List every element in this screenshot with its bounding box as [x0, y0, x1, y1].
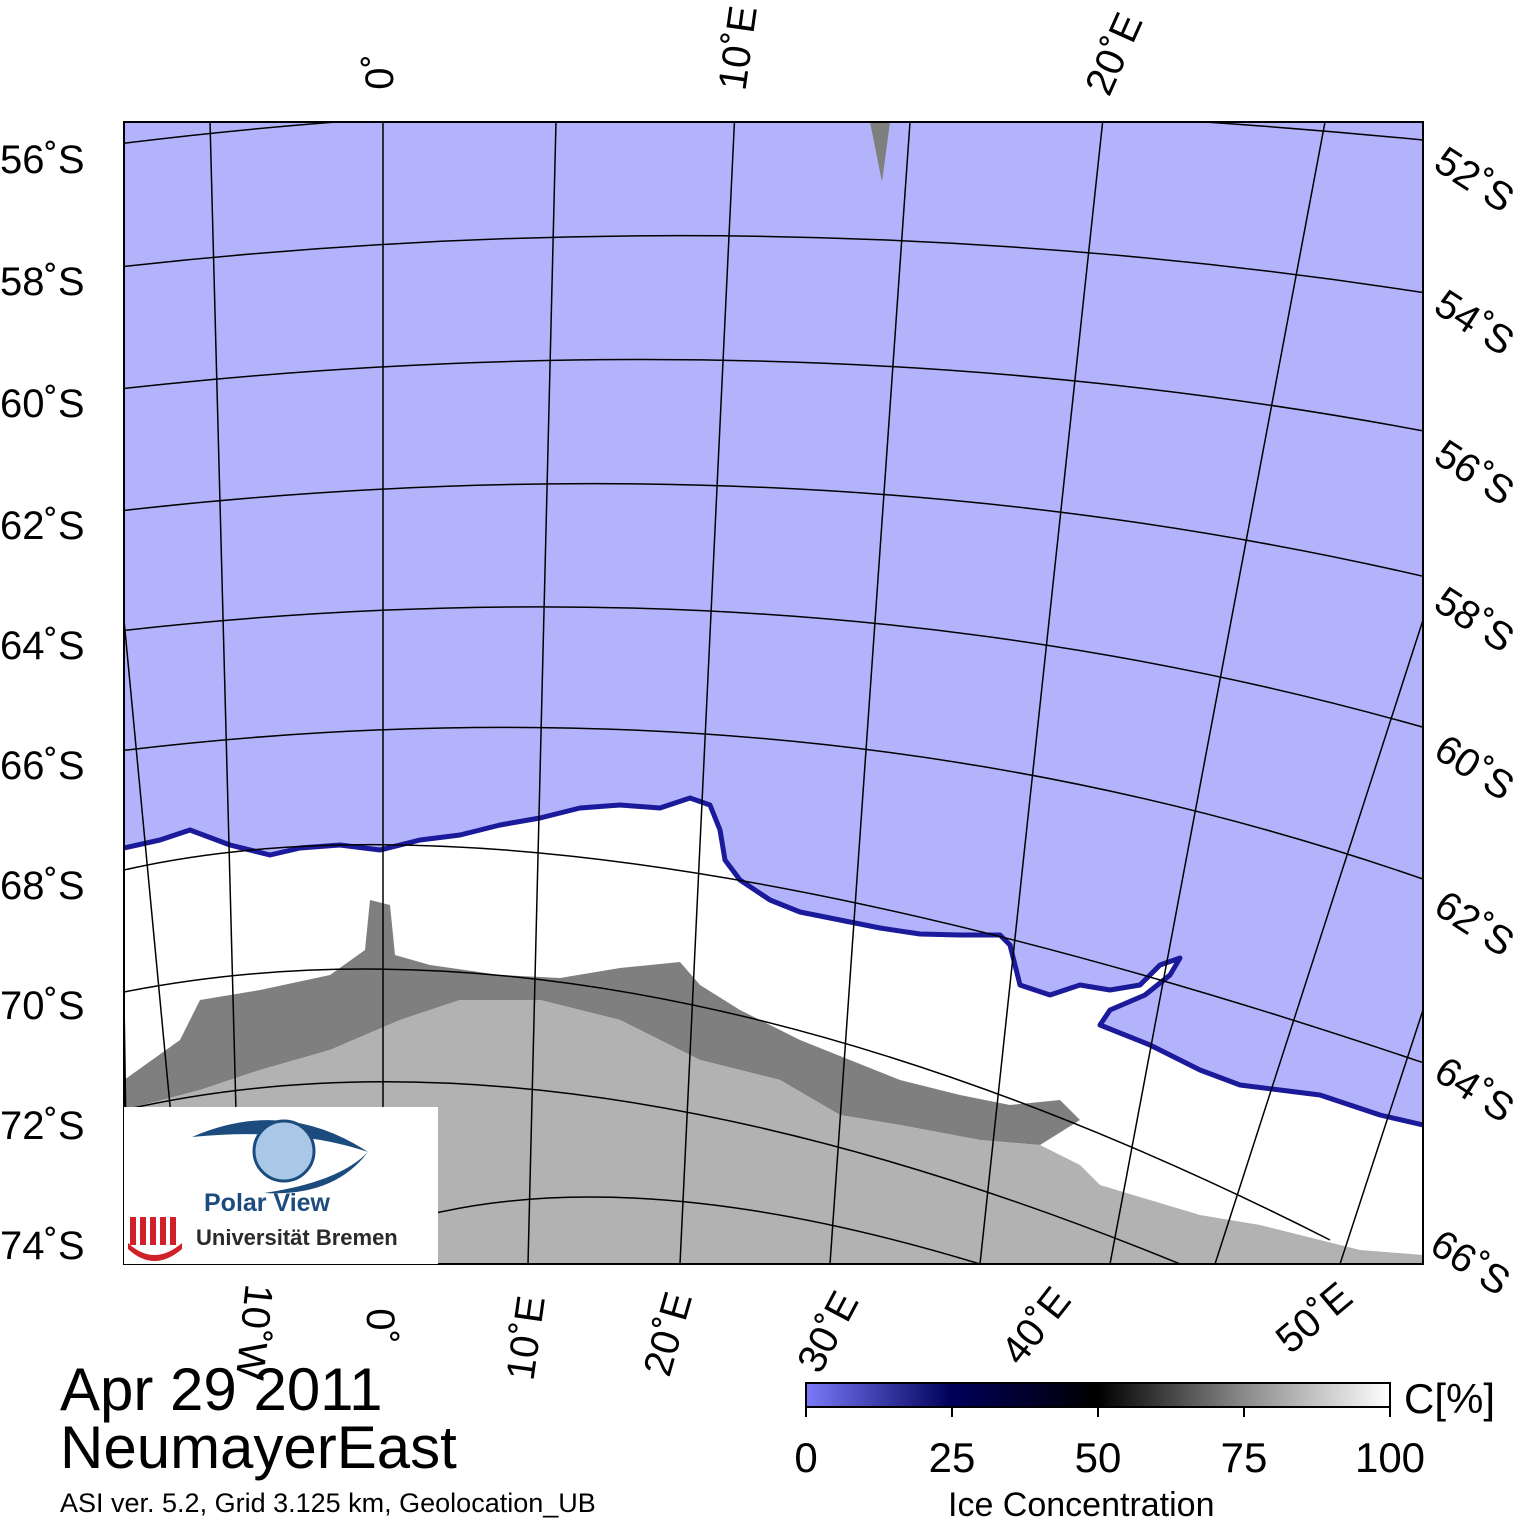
map-region: NeumayerEast — [60, 1414, 457, 1481]
lon-label-0-bottom: 0˚ — [357, 1308, 402, 1344]
ice-edge — [124, 795, 1423, 1128]
meridian-line — [829, 122, 911, 1264]
meridian-line — [1214, 619, 1423, 1264]
meridian-line — [1339, 1009, 1423, 1264]
colorbar-tick-label: 0 — [794, 1434, 818, 1481]
lat-label-58s: 58˚S — [0, 260, 85, 304]
ice-shelf-north-tip — [870, 122, 890, 182]
meridian-line — [1109, 122, 1326, 1264]
lat-label-74s: 74˚S — [0, 1224, 85, 1268]
map-info: ASI ver. 5.2, Grid 3.125 km, Geolocation… — [60, 1488, 596, 1518]
lat-label-72s: 72˚S — [0, 1104, 85, 1148]
parallel-line — [124, 234, 1423, 294]
ice-shelf — [124, 900, 1080, 1145]
map-frame — [123, 121, 1424, 1265]
parallel-line — [124, 1081, 1181, 1264]
graticule — [124, 122, 1423, 1264]
colorbar — [805, 1382, 1391, 1408]
logo-university: Universität Bremen — [196, 1225, 398, 1250]
lon-label-0-top: 0˚ — [357, 54, 402, 90]
meridian-line — [527, 122, 557, 1264]
lat-label-68s: 68˚S — [0, 864, 85, 908]
lat-label-62s: 62˚S — [0, 504, 85, 548]
lat-label-66s: 66˚S — [0, 744, 85, 788]
lat-label-64s: 64˚S — [0, 624, 85, 668]
parallel-line — [124, 726, 1423, 880]
lat-label-60s: 60˚S — [0, 382, 85, 426]
colorbar-unit: C[%] — [1404, 1375, 1496, 1422]
colorbar-tick-label: 75 — [1220, 1434, 1268, 1481]
eye-globe-icon — [128, 1119, 368, 1261]
logo-title: Polar View — [204, 1189, 330, 1217]
parallel-line — [124, 843, 1423, 1064]
lat-label-56s: 56˚S — [0, 138, 85, 182]
polar-view-logo: Polar View Universität Bremen — [124, 1107, 438, 1264]
map-date: Apr 29 2011 — [60, 1356, 383, 1423]
colorbar-tick-label: 100 — [1354, 1434, 1426, 1481]
lat-label-70s: 70˚S — [0, 984, 85, 1028]
colorbar-tick-label: 25 — [928, 1434, 976, 1481]
meridian-line — [209, 122, 241, 1264]
colorbar-tick-label: 50 — [1074, 1434, 1122, 1481]
parallel-line — [124, 968, 1331, 1241]
parallel-line — [124, 358, 1423, 432]
meridian-line — [679, 122, 736, 1264]
meridian-line — [979, 122, 1104, 1264]
parallel-line — [124, 606, 1423, 729]
colorbar-ticks — [805, 1407, 1391, 1417]
land — [124, 1000, 1423, 1264]
colorbar-label: Ice Concentration — [948, 1486, 1215, 1524]
parallel-line — [124, 482, 1423, 578]
